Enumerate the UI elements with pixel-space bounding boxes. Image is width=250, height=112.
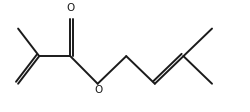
Text: O: O <box>95 85 103 95</box>
Text: O: O <box>66 3 74 13</box>
